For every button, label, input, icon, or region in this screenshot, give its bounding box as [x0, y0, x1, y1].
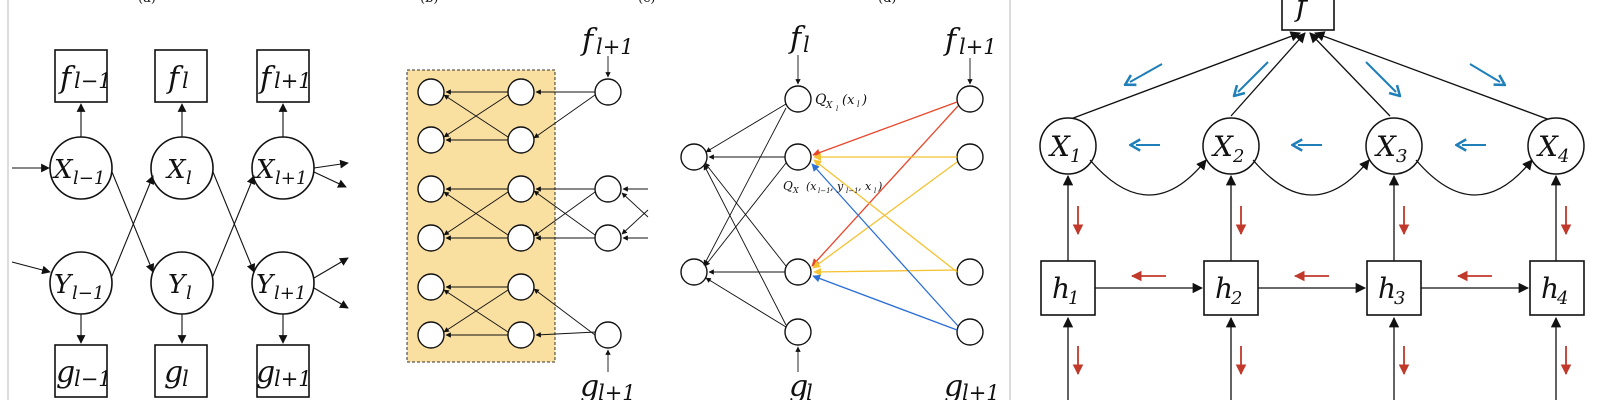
b-bottom-g: g	[580, 369, 599, 400]
c-bottom-right-sub: l+1	[962, 381, 1000, 400]
d-x2-sub: 2	[1232, 146, 1244, 167]
svg-text:Q: Q	[783, 179, 793, 193]
c-bottom-right-g: g	[944, 369, 963, 400]
a-g3: g	[256, 355, 275, 390]
d-x4: X	[1536, 130, 1559, 163]
a-y2: Y	[168, 270, 188, 300]
b-top-sub: l+1	[596, 35, 634, 59]
a-g1: g	[56, 355, 75, 390]
a-g2-sub: l	[182, 367, 189, 391]
a-y3-sub: l+1	[274, 283, 306, 304]
d-h4-sub: 4	[1556, 288, 1568, 309]
d-red-arrows	[1072, 206, 1572, 376]
svg-text:Q: Q	[815, 92, 827, 108]
svg-text:X: X	[825, 101, 833, 111]
d-x2: X	[1211, 130, 1234, 163]
svg-text:(x: (x	[806, 180, 817, 193]
panel-a: f l−1 f l f l+1 X l−1 X l X l+1 Y l−1 Y …	[11, 49, 349, 398]
c-bottom-left-sub: l	[806, 381, 813, 400]
d-h4: h	[1541, 272, 1559, 305]
a-x2: X	[165, 155, 187, 185]
d-h1: h	[1052, 272, 1070, 305]
c-top-right-sub: l+1	[959, 35, 997, 59]
svg-text:l: l	[836, 105, 838, 113]
svg-text:X: X	[792, 186, 799, 195]
d-h2: h	[1215, 272, 1233, 305]
d-x4-sub: 4	[1557, 146, 1569, 167]
svg-text:l−1: l−1	[846, 187, 859, 195]
caption-c: (c)	[638, 0, 655, 6]
a-y3: Y	[256, 270, 276, 300]
a-g2: g	[164, 355, 183, 390]
d-x1-sub: 1	[1070, 146, 1081, 167]
panel-b: f l+1 g l+1	[406, 23, 649, 400]
d-blue-arrows	[1130, 61, 1500, 145]
c-annotation-top: Q X l (x l )	[815, 92, 867, 113]
svg-text:l: l	[857, 100, 860, 109]
svg-text:, y: , y	[830, 180, 844, 193]
b-shaded-region	[406, 69, 556, 363]
a-y1: Y	[54, 270, 74, 300]
a-x2-sub: l	[186, 168, 192, 189]
a-f1-sub: l−1	[74, 69, 112, 93]
d-f-box	[1281, 0, 1335, 31]
d-h2-sub: 2	[1230, 288, 1242, 309]
caption-a: (a)	[138, 0, 156, 6]
a-f2-sub: l	[182, 69, 189, 93]
b-bottom-sub: l+1	[598, 381, 636, 400]
d-h3: h	[1378, 272, 1396, 305]
a-x1-sub: l−1	[73, 168, 105, 189]
a-y2-sub: l	[186, 283, 192, 304]
c-annotation-mid: Q X (x l−1 , y l−1 , x l )	[783, 179, 882, 195]
a-x3-sub: l+1	[275, 168, 307, 189]
svg-text:, x: , x	[858, 180, 872, 193]
svg-text:l−1: l−1	[818, 187, 831, 195]
caption-b: (b)	[420, 0, 438, 6]
svg-text:): )	[861, 93, 867, 108]
svg-text:l: l	[874, 187, 876, 195]
c-top-left-sub: l	[803, 33, 810, 57]
a-f3-sub: l+1	[274, 69, 312, 93]
d-x1: X	[1048, 130, 1071, 163]
d-h1-sub: 1	[1068, 288, 1079, 309]
panel-a-f-boxes: f l−1 f l f l+1	[54, 49, 312, 103]
svg-text:(x: (x	[842, 93, 855, 108]
d-h3-sub: 3	[1394, 288, 1405, 309]
svg-text:): )	[877, 180, 882, 193]
a-x1: X	[52, 155, 74, 185]
a-g1-sub: l−1	[74, 367, 112, 391]
a-g3-sub: l+1	[274, 367, 312, 391]
d-x3-sub: 3	[1396, 146, 1407, 167]
caption-d: (d)	[878, 0, 896, 6]
a-y1-sub: l−1	[72, 283, 104, 304]
c-bottom-left-g: g	[789, 369, 808, 400]
d-x3: X	[1374, 130, 1397, 163]
a-x3: X	[254, 155, 276, 185]
panel-d: f X 1 X 2 X 3 X 4	[1039, 0, 1585, 400]
panel-c: f l f l+1 g l g l+1 Q X l (x l ) Q X (x …	[680, 21, 1000, 400]
